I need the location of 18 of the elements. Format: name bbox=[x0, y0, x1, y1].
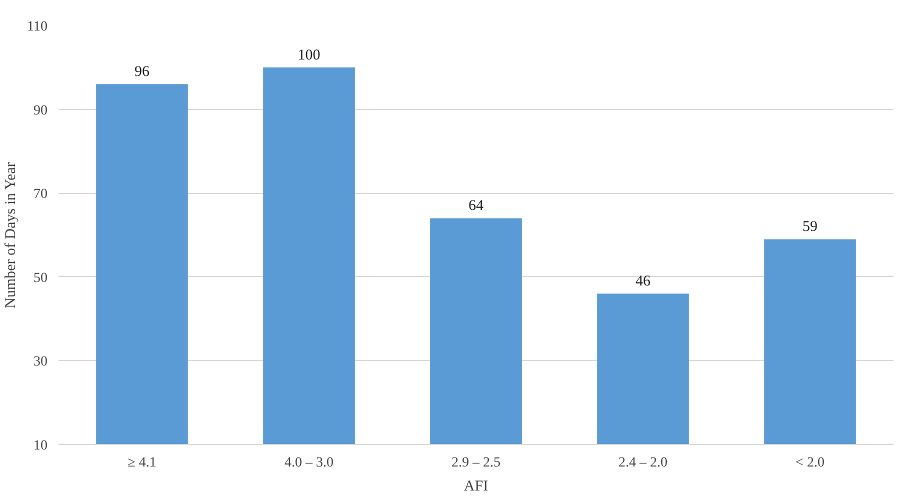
x-tick-label: ≥ 4.1 bbox=[128, 456, 156, 470]
x-axis-title: AFI bbox=[464, 478, 488, 494]
y-axis-title: Number of Days in Year bbox=[3, 162, 20, 308]
x-tick-label: < 2.0 bbox=[796, 456, 824, 470]
data-label: 59 bbox=[802, 219, 818, 236]
data-label: 96 bbox=[134, 64, 150, 80]
data-label: 64 bbox=[468, 198, 484, 214]
y-tick-label: 70 bbox=[34, 187, 48, 202]
data-label: 100 bbox=[298, 47, 320, 64]
y-tick-label: 110 bbox=[27, 20, 48, 34]
x-tick-label: 2.9 – 2.5 bbox=[452, 456, 500, 470]
x-tick-label: 4.0 – 3.0 bbox=[284, 456, 334, 470]
x-tick-label: 2.4 – 2.0 bbox=[618, 456, 668, 470]
data-label: 46 bbox=[636, 274, 651, 290]
y-tick-label: 50 bbox=[34, 270, 48, 286]
y-tick-label: 90 bbox=[34, 103, 48, 118]
y-tick-label: 10 bbox=[34, 438, 48, 454]
y-tick-label: 30 bbox=[34, 354, 48, 370]
